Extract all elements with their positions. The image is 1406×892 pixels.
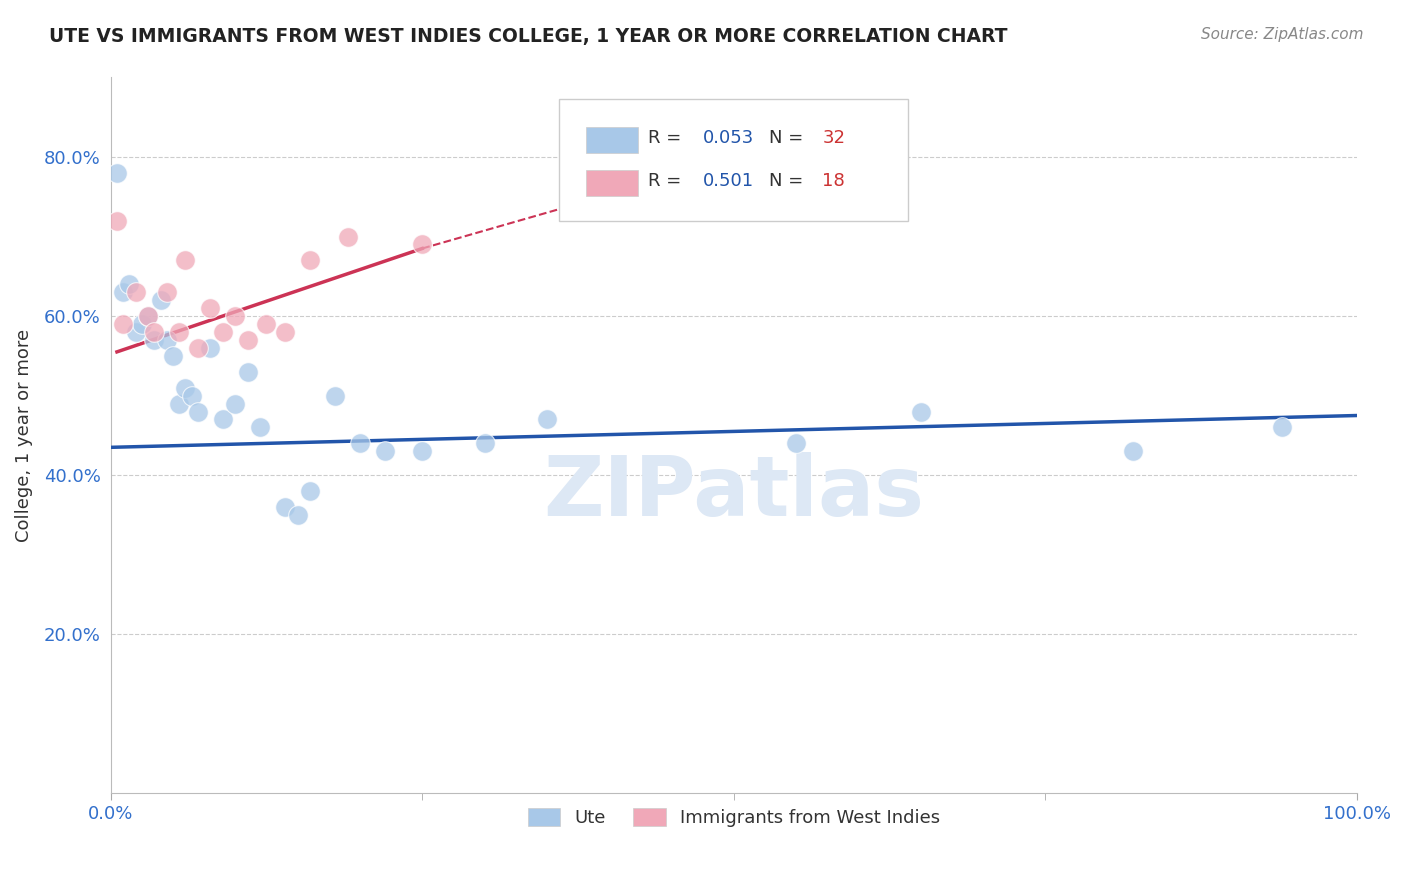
Point	[149, 293, 172, 308]
Point	[1122, 444, 1144, 458]
Point	[105, 166, 128, 180]
Point	[323, 389, 346, 403]
Point	[200, 341, 222, 355]
Point	[910, 404, 932, 418]
Point	[236, 333, 259, 347]
Point	[785, 436, 807, 450]
Point	[274, 500, 297, 514]
Point	[167, 325, 190, 339]
Point	[299, 253, 322, 268]
Point	[112, 285, 135, 300]
Point	[187, 404, 209, 418]
FancyBboxPatch shape	[585, 169, 638, 195]
FancyBboxPatch shape	[585, 127, 638, 153]
Point	[156, 285, 179, 300]
Point	[474, 436, 496, 450]
Point	[174, 381, 197, 395]
Point	[174, 253, 197, 268]
Point	[136, 309, 159, 323]
Point	[180, 389, 202, 403]
Text: R =: R =	[648, 129, 688, 147]
Point	[131, 317, 153, 331]
Point	[212, 412, 235, 426]
Point	[212, 325, 235, 339]
Point	[224, 309, 246, 323]
Point	[536, 412, 558, 426]
Text: 0.053: 0.053	[703, 129, 754, 147]
Point	[411, 237, 433, 252]
Point	[224, 396, 246, 410]
Point	[349, 436, 371, 450]
Point	[167, 396, 190, 410]
Text: Source: ZipAtlas.com: Source: ZipAtlas.com	[1201, 27, 1364, 42]
Point	[105, 213, 128, 227]
Point	[411, 444, 433, 458]
Point	[136, 309, 159, 323]
Point	[187, 341, 209, 355]
Legend: Ute, Immigrants from West Indies: Ute, Immigrants from West Indies	[520, 801, 948, 834]
Point	[200, 301, 222, 315]
Point	[143, 333, 166, 347]
Text: R =: R =	[648, 172, 688, 190]
Point	[156, 333, 179, 347]
Point	[236, 365, 259, 379]
Point	[287, 508, 309, 522]
Point	[143, 325, 166, 339]
Text: 0.501: 0.501	[703, 172, 754, 190]
Text: N =: N =	[769, 172, 808, 190]
Point	[256, 317, 278, 331]
FancyBboxPatch shape	[560, 99, 908, 220]
Point	[299, 484, 322, 499]
Point	[374, 444, 396, 458]
Point	[118, 277, 141, 292]
Point	[112, 317, 135, 331]
Point	[336, 229, 359, 244]
Point	[1271, 420, 1294, 434]
Text: 32: 32	[823, 129, 845, 147]
Point	[124, 285, 146, 300]
Text: N =: N =	[769, 129, 808, 147]
Text: UTE VS IMMIGRANTS FROM WEST INDIES COLLEGE, 1 YEAR OR MORE CORRELATION CHART: UTE VS IMMIGRANTS FROM WEST INDIES COLLE…	[49, 27, 1008, 45]
Point	[124, 325, 146, 339]
Point	[162, 349, 184, 363]
Text: ZIPatlas: ZIPatlas	[543, 452, 924, 533]
Y-axis label: College, 1 year or more: College, 1 year or more	[15, 329, 32, 542]
Text: 18: 18	[823, 172, 845, 190]
Point	[249, 420, 271, 434]
Point	[274, 325, 297, 339]
